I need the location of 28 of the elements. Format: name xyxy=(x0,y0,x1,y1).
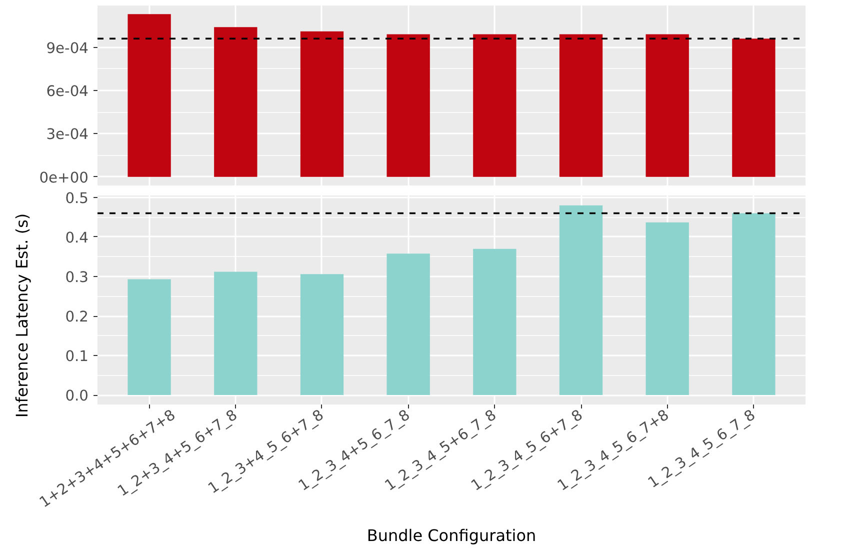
bar xyxy=(473,34,516,177)
bar xyxy=(646,34,689,177)
y-tick-label: 0.0 xyxy=(65,388,89,405)
bar xyxy=(473,248,516,396)
bar xyxy=(128,279,171,396)
bar xyxy=(559,205,603,396)
x-axis-title: Bundle Configuration xyxy=(366,526,536,546)
y-tick-label: 0.3 xyxy=(65,268,89,286)
y-tick-label: 0.4 xyxy=(65,229,89,246)
bar xyxy=(732,213,776,396)
bar xyxy=(128,14,171,177)
bar xyxy=(386,254,430,396)
bar xyxy=(300,274,344,396)
bar xyxy=(559,34,603,177)
y-axis-title: Inference Latency Est. (s) xyxy=(12,213,32,418)
y-tick-label: 0e+00 xyxy=(39,169,89,186)
y-tick-label: 9e-04 xyxy=(46,40,88,57)
bar xyxy=(646,222,689,396)
y-tick-label: 0.5 xyxy=(65,190,89,207)
y-tick-label: 0.1 xyxy=(65,348,89,366)
bar xyxy=(732,38,776,177)
bar xyxy=(386,34,430,177)
bar xyxy=(300,31,344,177)
bar xyxy=(214,272,258,396)
y-tick-label: 6e-04 xyxy=(46,82,88,100)
bar xyxy=(214,27,258,177)
y-tick-label: 0.2 xyxy=(65,308,89,326)
y-tick-label: 3e-04 xyxy=(46,126,88,144)
